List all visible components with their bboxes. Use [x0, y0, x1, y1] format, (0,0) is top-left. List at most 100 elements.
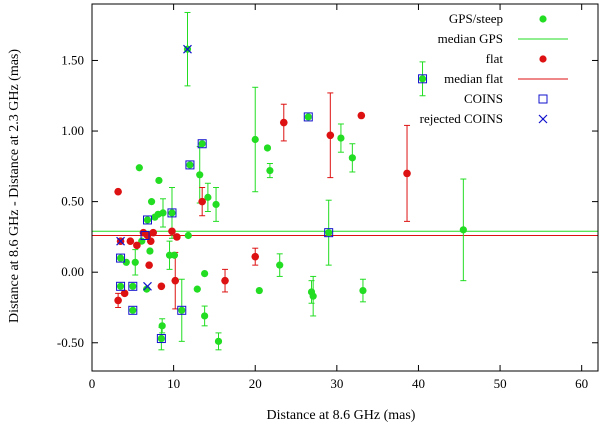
legend-label-flat: flat — [486, 51, 504, 66]
legend: GPS/steep median GPS flat median flat CO… — [420, 11, 568, 126]
legend-label-median-gps: median GPS — [438, 31, 503, 46]
x-axis-label: Distance at 8.6 GHz (mas) — [267, 408, 416, 423]
coins-point — [177, 305, 187, 315]
gps-point — [178, 306, 186, 314]
coins-point — [156, 334, 166, 344]
rejected-cross-stroke — [183, 44, 192, 54]
gps-point — [276, 261, 284, 269]
x-tick-label: 20 — [249, 376, 262, 391]
gps-point — [348, 154, 356, 162]
gps-point — [116, 254, 125, 262]
legend-label-gps-steep: GPS/steep — [449, 11, 503, 26]
flat-point — [145, 261, 153, 269]
gps-point — [158, 322, 166, 330]
flat-point — [198, 197, 206, 206]
x-tick-label: 60 — [575, 376, 588, 391]
coins-point — [140, 230, 150, 240]
flat-point — [120, 289, 129, 298]
gps-point — [146, 247, 154, 255]
gps-point — [129, 282, 137, 290]
coins-point — [142, 215, 152, 225]
flat-point — [126, 237, 135, 245]
coins-point — [303, 112, 313, 122]
gps-point — [184, 231, 192, 240]
plot-border — [91, 3, 599, 372]
gps-point — [251, 135, 259, 144]
gps-point — [325, 229, 333, 237]
coins-point — [167, 208, 177, 218]
coins-point — [185, 160, 195, 170]
rejected-coins-point — [116, 236, 125, 246]
axis-ticks-layer: 0 10 20 30 40 50 60 -0.50 0.00 0.50 1.00 1.50 — [57, 4, 598, 391]
flat-point — [146, 237, 155, 245]
coins-point — [116, 253, 126, 263]
gps-point — [168, 209, 176, 217]
gps-point — [418, 75, 427, 83]
rejected-coins-point — [143, 281, 152, 291]
data-points-layer — [114, 44, 467, 345]
error-bars-layer — [115, 11, 467, 351]
gps-point — [359, 286, 367, 295]
y-tick-label: 1.50 — [61, 52, 84, 67]
gps-point — [212, 200, 220, 209]
gps-point — [135, 164, 143, 172]
gps-point — [147, 198, 156, 206]
flat-point — [168, 227, 176, 236]
flat-point — [133, 241, 141, 250]
gps-point — [116, 282, 125, 290]
flat-point — [114, 296, 122, 305]
legend-label-rejected-coins: rejected COINS — [420, 111, 503, 126]
gps-point — [157, 334, 165, 343]
gps-point — [201, 270, 209, 278]
flat-point — [326, 131, 335, 140]
gps-point — [196, 171, 204, 179]
flat-point — [279, 118, 288, 127]
gps-point — [143, 216, 152, 224]
flat-point — [171, 276, 180, 285]
x-tick-label: 50 — [494, 376, 507, 391]
gps-point — [337, 134, 345, 142]
gps-point — [198, 140, 206, 148]
coins-point — [197, 139, 207, 149]
legend-label-median-flat: median flat — [444, 71, 503, 86]
gps-point — [459, 226, 467, 234]
flat-point — [149, 228, 158, 237]
gps-point — [214, 337, 223, 345]
gps-point — [309, 292, 317, 300]
gps-point — [131, 258, 139, 266]
coins-point — [418, 74, 428, 84]
rejected-coins-point — [183, 44, 192, 54]
coins-point — [128, 281, 138, 291]
rejected-cross-stroke — [143, 281, 152, 291]
x-tick-label: 0 — [89, 376, 96, 391]
y-axis-label: Distance at 8.6 GHz - Distance at 2.3 GH… — [7, 49, 22, 323]
gps-point — [255, 286, 263, 295]
x-tick-label: 30 — [330, 376, 343, 391]
x-tick-label: 40 — [412, 376, 425, 391]
flat-point — [157, 282, 166, 291]
flat-point — [221, 276, 229, 285]
y-tick-label: -0.50 — [57, 335, 84, 350]
legend-marker-coins — [538, 94, 548, 104]
gps-point — [129, 306, 137, 314]
coins-point — [128, 305, 138, 315]
y-tick-label: 0.50 — [61, 194, 84, 209]
gps-point — [193, 285, 201, 293]
flat-point — [173, 233, 181, 241]
flat-point — [357, 111, 366, 120]
legend-marker-flat — [539, 55, 547, 63]
gps-point — [186, 161, 194, 169]
legend-label-coins: COINS — [464, 91, 503, 106]
gps-point — [201, 312, 209, 320]
median-lines-layer — [92, 230, 598, 236]
gps-point — [155, 176, 163, 185]
coins-point — [116, 281, 126, 291]
gps-point — [204, 193, 212, 201]
x-tick-label: 10 — [167, 376, 180, 391]
flat-point — [403, 169, 411, 178]
gps-point — [170, 251, 179, 259]
gps-point — [263, 144, 272, 152]
y-tick-label: 0.00 — [61, 264, 84, 279]
flat-point — [114, 187, 122, 196]
gps-point — [266, 166, 274, 175]
